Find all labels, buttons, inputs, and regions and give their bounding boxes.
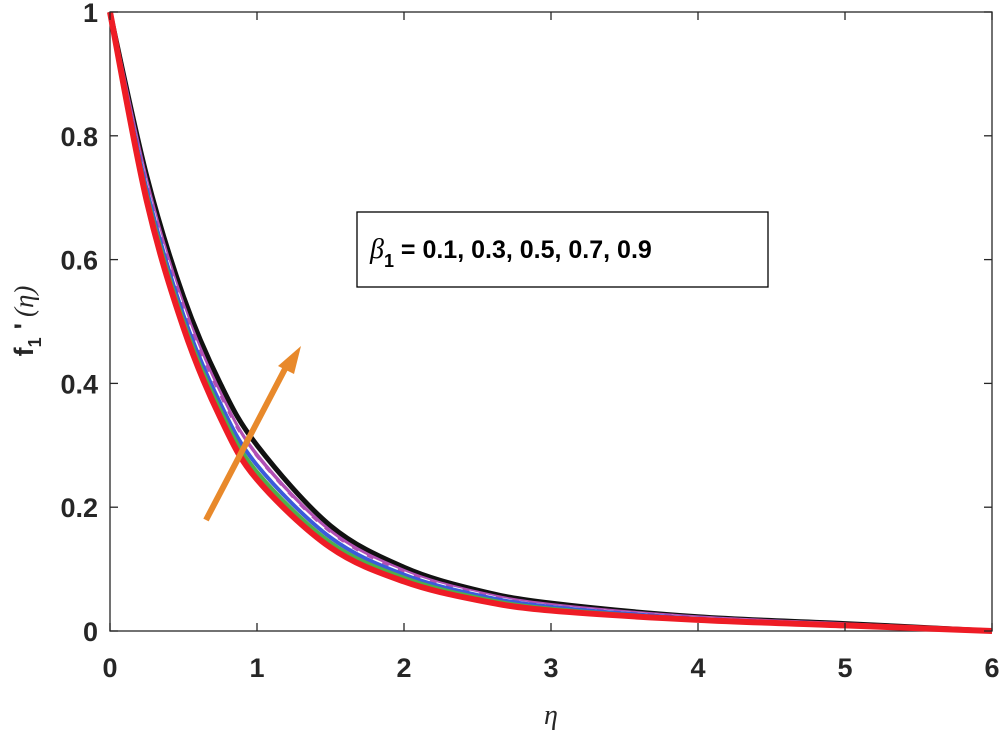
svg-text:β1 = 0.1, 0.3, 0.5, 0.7, 0.9: β1 = 0.1, 0.3, 0.5, 0.7, 0.9	[369, 234, 652, 271]
x-tick-label: 6	[984, 653, 999, 683]
series-line-1	[107, 11, 993, 634]
trend-arrow	[203, 346, 301, 522]
plot-area	[107, 11, 993, 634]
series-layer	[107, 11, 993, 634]
x-tick-label: 0	[102, 653, 117, 683]
y-tick-label: 1	[83, 0, 98, 28]
y-tick-label: 0.2	[60, 493, 98, 523]
x-axis-label: η	[544, 700, 558, 731]
x-tick-label: 5	[837, 653, 852, 683]
legend-box: β1 = 0.1, 0.3, 0.5, 0.7, 0.9	[356, 211, 769, 288]
y-tick-label: 0.4	[60, 369, 98, 399]
legend-values: = 0.1, 0.3, 0.5, 0.7, 0.9	[394, 236, 652, 264]
x-axis-ticks: 0 1 2 3 4 5 6	[102, 12, 1000, 683]
y-tick-label: 0.6	[60, 246, 98, 276]
x-tick-label: 3	[543, 653, 558, 683]
y-label-sub: 1	[25, 337, 45, 347]
y-tick-label: 0.8	[60, 122, 98, 152]
y-label-main: f	[9, 346, 39, 356]
y-axis-ticks: 0 0.2 0.4 0.6 0.8 1	[60, 0, 992, 647]
svg-text:f1'(η): f1 ' (η)	[9, 286, 45, 357]
y-axis-label: f1 ' (η)	[9, 286, 45, 357]
x-tick-label: 1	[249, 653, 264, 683]
x-tick-label: 2	[396, 653, 411, 683]
y-label-prime: '	[9, 323, 39, 329]
axes-box	[109, 11, 993, 632]
legend-symbol: β	[369, 234, 384, 265]
x-tick-label: 4	[690, 653, 705, 683]
y-tick-label: 0	[83, 617, 98, 647]
legend-symbol-sub: 1	[384, 251, 394, 271]
y-label-arg: (η)	[9, 286, 39, 317]
